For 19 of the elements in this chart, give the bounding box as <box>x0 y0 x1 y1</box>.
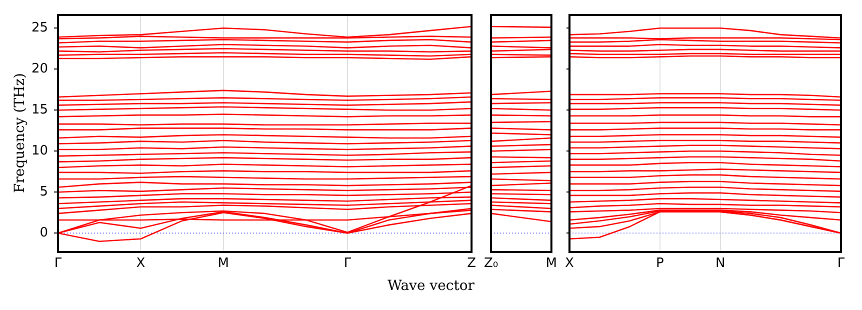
y-axis-title: Frequency (THz) <box>12 72 28 193</box>
x-tick-label: N <box>715 256 726 272</box>
x-tick-label: Γ <box>54 256 62 272</box>
y-tick-label: 0 <box>40 226 48 241</box>
y-tick-label: 20 <box>31 62 48 76</box>
x-tick-label: Γ <box>837 256 846 272</box>
x-tick-label: M <box>546 256 557 272</box>
y-tick-label: 5 <box>40 184 48 200</box>
x-tick-label: Γ <box>344 256 352 272</box>
y-tick-label: 25 <box>31 20 48 36</box>
x-tick-label: M <box>218 256 230 272</box>
x-tick-label: X <box>565 256 574 272</box>
x-axis-title: Wave vector <box>386 278 476 294</box>
y-tick-label: 15 <box>31 102 48 118</box>
x-tick-label: Z₀ <box>484 256 498 272</box>
x-tick-label: P <box>656 256 664 272</box>
x-tick-label: X <box>136 256 146 272</box>
y-tick-label: 10 <box>31 144 48 159</box>
x-tick-label: Z <box>467 256 476 272</box>
